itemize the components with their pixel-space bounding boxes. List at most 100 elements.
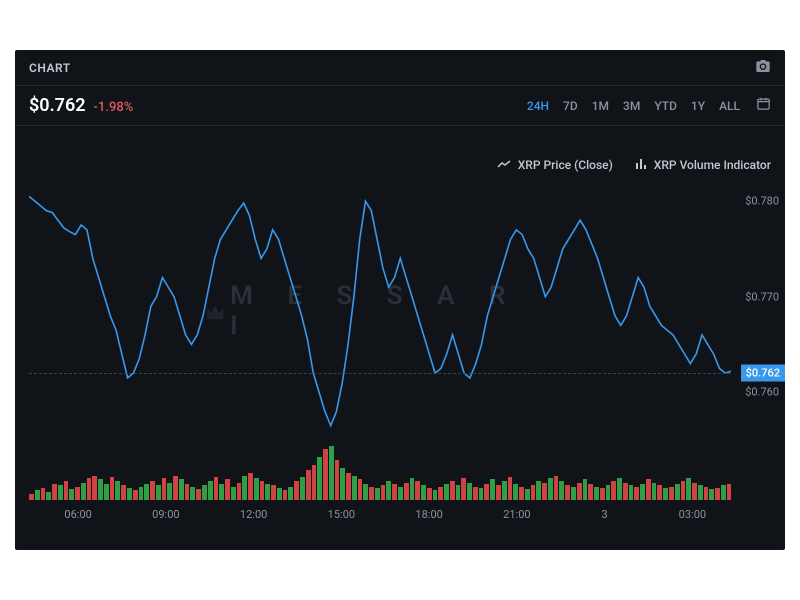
screenshot-icon[interactable] [755, 58, 771, 78]
volume-bar [283, 490, 288, 500]
volume-bar [611, 481, 616, 500]
chart-title: CHART [29, 61, 71, 75]
legend-volume-series[interactable]: XRP Volume Indicator [635, 157, 771, 172]
y-axis: $0.760$0.770$0.780$0.762 [735, 182, 785, 440]
volume-bar [87, 478, 92, 500]
x-tick-label: 15:00 [328, 508, 355, 521]
volume-bar [548, 478, 553, 500]
volume-bar [531, 485, 536, 500]
volume-bar [634, 487, 639, 501]
price-line-svg [29, 182, 731, 440]
volume-bar [473, 487, 478, 501]
volume-bar [52, 484, 57, 500]
volume-bar [577, 483, 582, 500]
volume-bar [623, 483, 628, 500]
volume-bar [490, 479, 495, 500]
volume-bar [709, 489, 714, 500]
volume-bar [467, 483, 472, 500]
volume-bar [162, 478, 167, 500]
volume-bar [231, 487, 236, 501]
volume-bar [525, 489, 530, 500]
timeframe-3m[interactable]: 3M [623, 99, 640, 113]
volume-bar [265, 484, 270, 500]
x-tick-label: 21:00 [503, 508, 530, 521]
volume-bar [110, 477, 115, 500]
volume-bar [190, 487, 195, 501]
volume-bar [237, 483, 242, 500]
timeframe-1y[interactable]: 1Y [691, 99, 705, 113]
volume-bar [363, 484, 368, 500]
x-axis: 06:0009:0012:0015:0018:0021:00303:00 [29, 508, 731, 536]
timeframe-all[interactable]: ALL [719, 99, 740, 113]
volume-bar [81, 483, 86, 500]
volume-bar [583, 479, 588, 500]
volume-bar [456, 485, 461, 500]
volume-bar [502, 481, 507, 500]
volume-bar [260, 481, 265, 500]
volume-bar [323, 449, 328, 500]
volume-bar [156, 485, 161, 500]
volume-bar [461, 478, 466, 500]
calendar-icon[interactable] [756, 96, 771, 115]
volume-bar [652, 483, 657, 500]
volume-bar [271, 485, 276, 500]
volume-bar [358, 479, 363, 500]
volume-bar [375, 488, 380, 500]
volume-bar [727, 484, 732, 500]
volume-bar [179, 479, 184, 500]
volume-bar [519, 487, 524, 501]
volume-bar [115, 481, 120, 500]
volume-bar [64, 481, 69, 500]
y-tick-label: $0.760 [745, 386, 779, 399]
volume-bar [29, 494, 34, 500]
volume-bar [133, 490, 138, 500]
volume-bar [41, 488, 46, 500]
chart-subheader: $0.762 -1.98% 24H7D1M3MYTD1YALL [15, 86, 785, 126]
volume-bar [444, 484, 449, 500]
volume-bar [173, 476, 178, 500]
volume-bar [121, 485, 126, 500]
volume-bar [704, 487, 709, 501]
timeframe-ytd[interactable]: YTD [654, 99, 677, 113]
volume-bar [386, 481, 391, 500]
volume-bar [404, 483, 409, 500]
volume-bar [242, 476, 247, 500]
volume-bar [433, 490, 438, 500]
volume-bar [496, 485, 501, 500]
timeframe-24h[interactable]: 24H [527, 99, 549, 113]
volume-bar [300, 477, 305, 500]
volume-bar [288, 487, 293, 501]
y-tick-label: $0.780 [745, 195, 779, 208]
volume-bar [542, 483, 547, 500]
volume-bar [167, 483, 172, 500]
timeframe-1m[interactable]: 1M [592, 99, 609, 113]
price-chart-area[interactable]: M E S S A R I [29, 182, 731, 440]
volume-bar [663, 488, 668, 500]
volume-bar [381, 485, 386, 500]
volume-bar [450, 481, 455, 500]
volume-bar [329, 446, 334, 500]
volume-chart-area[interactable] [29, 446, 731, 500]
volume-bar [392, 484, 397, 500]
volume-bar [686, 478, 691, 500]
volume-bar [35, 490, 40, 500]
x-tick-label: 03:00 [679, 508, 706, 521]
volume-bar [721, 485, 726, 500]
volume-bar [692, 483, 697, 500]
volume-bar [565, 485, 570, 500]
volume-bar [139, 487, 144, 501]
volume-bar [335, 460, 340, 501]
volume-bar [196, 489, 201, 500]
volume-bar [698, 485, 703, 500]
x-tick-label: 18:00 [415, 508, 442, 521]
volume-bar [294, 481, 299, 500]
volume-bar [219, 484, 224, 500]
volume-bar [58, 485, 63, 500]
volume-bar [410, 478, 415, 500]
timeframe-7d[interactable]: 7D [563, 99, 578, 113]
volume-bar [513, 484, 518, 500]
legend-price-series[interactable]: XRP Price (Close) [497, 158, 613, 172]
volume-bar [600, 488, 605, 500]
volume-bar [594, 487, 599, 501]
volume-bar [248, 473, 253, 500]
